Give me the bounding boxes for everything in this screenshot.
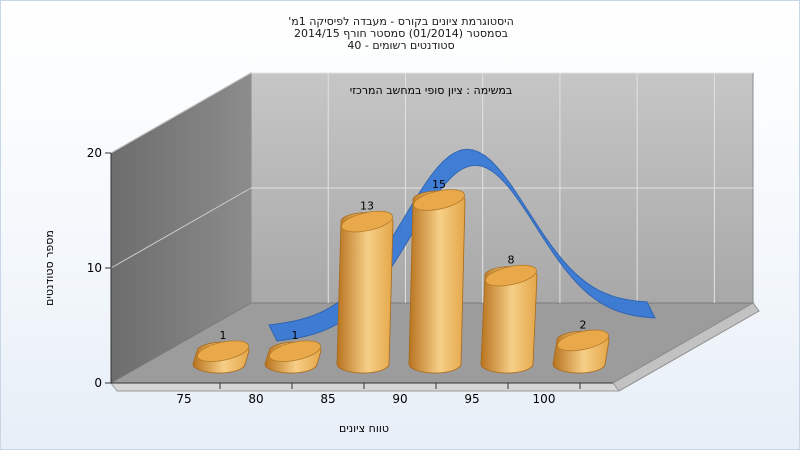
bar-top <box>485 264 537 287</box>
bar-100: 2 <box>552 318 610 374</box>
y-axis: 0 10 20 <box>87 146 112 390</box>
data-label: 2 <box>580 318 587 331</box>
x-tick-label: 95 <box>464 392 479 406</box>
gridline-side <box>110 72 252 154</box>
gridline-side <box>110 187 252 269</box>
bar-body <box>408 190 466 374</box>
front-floor-edge <box>110 382 620 392</box>
gridlines <box>110 72 753 303</box>
y-tick-label: 0 <box>94 376 102 390</box>
x-axis: 75 80 85 90 95 100 <box>111 382 613 406</box>
x-tick-label: 75 <box>176 392 191 406</box>
data-label: 1 <box>220 329 227 342</box>
bar-top <box>413 189 465 211</box>
bar-body <box>336 212 394 374</box>
data-label: 15 <box>432 178 446 191</box>
bar-body <box>480 266 538 374</box>
y-tick-label: 20 <box>87 146 102 160</box>
bar-top <box>341 210 393 233</box>
bar-top <box>197 340 249 362</box>
bar-top <box>269 340 321 362</box>
x-tick-label: 90 <box>392 392 407 406</box>
bar-80: 1 <box>264 329 322 374</box>
bar-75: 1 <box>192 329 250 374</box>
chart-title-line-1: היסטוגרמת ציונים בקורס - מעבדה לפיסיקה 1… <box>288 15 514 28</box>
data-label: 13 <box>360 200 374 213</box>
data-label: 8 <box>508 254 515 267</box>
chart-title-line-3: סטודנטים רשומים - 40 <box>347 39 454 52</box>
chart-annotation: במשימה : ציון סופי במחשב המרכזי <box>350 84 513 97</box>
x-tick-label: 85 <box>320 392 335 406</box>
bar-90: 15 <box>408 178 466 374</box>
bar-top <box>557 329 609 352</box>
x-axis-title: טווח ציונים <box>339 422 389 435</box>
y-axis-title: מספר סטודנטים <box>43 230 56 306</box>
y-tick-label: 10 <box>87 261 102 275</box>
data-label: 1 <box>292 329 299 342</box>
bar-85: 13 <box>336 200 394 374</box>
x-tick-label: 100 <box>533 392 556 406</box>
x-tick-label: 80 <box>248 392 263 406</box>
bar-95: 8 <box>480 254 538 374</box>
chart-title-line-2: בסמסטר (01/2014) סמסטר חורף 2014/15 <box>294 27 508 40</box>
